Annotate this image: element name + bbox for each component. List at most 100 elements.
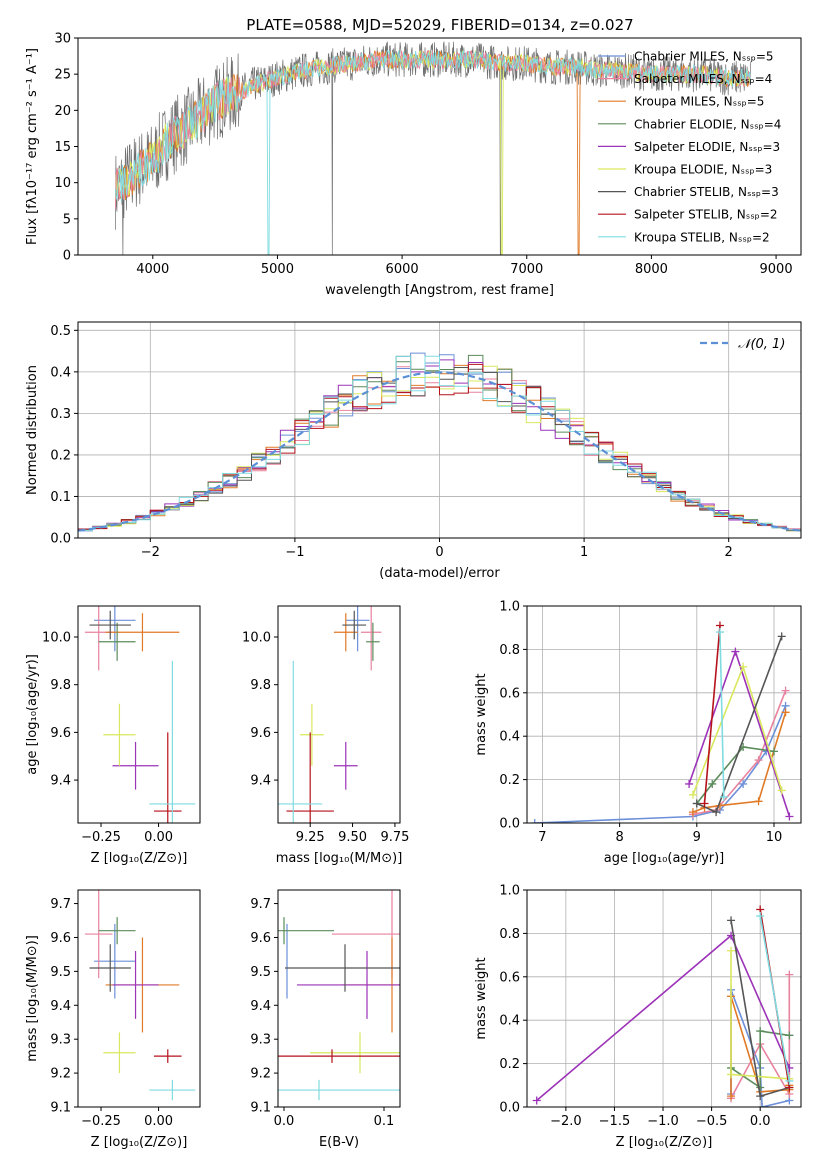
weight-point-salpeter_elodie (532, 1096, 541, 1105)
y-tick-label: 9.2 (50, 1067, 71, 1082)
panel-weight_vs_Z: −2.0 −1.5 −1.0 −0.5 0.0 0.0 0.2 0.4 0.6 0.8 1.0 Z [… (474, 884, 802, 1150)
panel-age_vs_Z: −0.25 0.00 9.4 9.6 9.8 10.0 Z [log₁₀(Z/Z⊙)] age… (25, 605, 201, 866)
x-tick-label: −1.5 (599, 1114, 631, 1129)
y-tick-label: 1.0 (499, 884, 520, 899)
weight-point-kroupa_elodie (688, 790, 697, 799)
weight-line-salpeter_miles (692, 690, 787, 816)
y-tick-label: 9.4 (50, 999, 71, 1014)
y-tick-label: 20 (54, 104, 71, 119)
x-axis-label: age [log₁₀(age/yr)] (604, 851, 725, 866)
x-axis-label: (data-model)/error (379, 566, 500, 581)
plot-area-spectrum (114, 41, 752, 255)
y-tick-label: 0.3 (50, 407, 71, 422)
weight-point-kroupa_miles (781, 708, 790, 717)
y-tick-label: 9.3 (50, 1033, 71, 1048)
y-tick-label: 0.0 (50, 532, 71, 547)
weight-point-salpeter_miles (781, 686, 790, 695)
y-tick-label: 30 (54, 32, 71, 47)
weight-point-chabrier_elodie (756, 1027, 765, 1036)
weight-point-kroupa_elodie (727, 1070, 736, 1079)
weight-point-salpeter_elodie (731, 647, 740, 656)
y-tick-label: 9.5 (50, 965, 71, 980)
weight-point-kroupa_stelib (719, 792, 728, 801)
x-tick-label: 0.00 (144, 830, 173, 845)
y-tick-label: 9.6 (50, 726, 71, 741)
plot-area-mass_vs_ebv (278, 890, 400, 1101)
weight-line-kroupa_stelib (759, 915, 791, 1082)
x-tick-label: 5000 (261, 262, 294, 277)
y-axis-label: Normed distribution (25, 365, 40, 495)
y-tick-label: 0.5 (50, 324, 71, 339)
x-tick-label: 2 (725, 545, 733, 560)
spectrum-title: PLATE=0588, MJD=52029, FIBERID=0134, z=0… (246, 16, 633, 34)
weight-line-chabrier_elodie (696, 746, 775, 804)
legend-label: Chabrier ELODIE, Nₛₛₚ=4 (634, 117, 781, 131)
weight-point-chabrier_elodie (769, 747, 778, 756)
axes-frame (526, 889, 802, 1108)
axes-frame (77, 889, 201, 1108)
panel-spectrum: Chabrier MILES, Nₛₛₚ=5 Salpeter MILES, Nₛ… (25, 32, 802, 298)
legend-label: Salpeter ELODIE, Nₛₛₚ=3 (634, 140, 780, 154)
y-axis-label: Flux [fλ10⁻¹⁷ erg cm⁻² s⁻¹ A⁻¹] (25, 48, 40, 245)
weight-point-salpeter_miles (785, 970, 794, 979)
y-tick-label: 9.7 (50, 897, 71, 912)
x-tick-label: −2 (141, 545, 160, 560)
plot-layer: Chabrier MILES, Nₛₛₚ=5 Salpeter MILES, Nₛ… (25, 32, 802, 1150)
x-tick-label: 9 (693, 830, 701, 845)
panel-mass_vs_Z: −0.25 0.00 9.1 9.2 9.3 9.4 9.5 9.6 9.7 Z [log₁₀(Z… (25, 889, 201, 1150)
weight-line-salpeter_stelib (703, 625, 721, 804)
y-tick-label: 9.2 (250, 1067, 271, 1082)
y-tick-label: 0.6 (499, 686, 520, 701)
panel-age_vs_mass: 9.25 9.50 9.75 9.4 9.6 9.8 10.0 mass [log₁₀(M/M… (242, 605, 409, 866)
y-tick-label: 0.2 (499, 773, 520, 788)
weight-point-chabrier_elodie (785, 1031, 794, 1040)
y-axis-label: mass weight (474, 957, 489, 1039)
y-tick-label: 9.6 (250, 726, 271, 741)
y-tick-label: 10.0 (242, 631, 271, 646)
x-axis-label: Z [log₁₀(Z/Z⊙)] (616, 1135, 713, 1150)
x-tick-label: −0.25 (81, 830, 121, 845)
y-tick-label: 9.5 (250, 965, 271, 980)
legend-label: 𝒩(0, 1) (738, 337, 785, 352)
x-tick-label: 9000 (760, 262, 793, 277)
panel-mass_vs_ebv: 0.0 0.1 9.1 9.2 9.3 9.4 9.5 9.6 9.7 E(B-V) (250, 889, 401, 1150)
y-tick-label: 0.2 (499, 1057, 520, 1072)
y-tick-label: 9.4 (250, 999, 271, 1014)
plot-area-mass_vs_Z (84, 890, 196, 1101)
histogram-salpeter_stelib (78, 363, 801, 531)
weight-point-kroupa_elodie (727, 946, 736, 955)
legend-label: Kroupa MILES, Nₛₛₚ=5 (634, 95, 764, 109)
y-tick-label: 10.0 (42, 631, 71, 646)
panel-residuals: 𝒩(0, 1) −2 −1 0 1 2 0.0 0.1 0.2 0.3 0.4 0.5 (data-mo… (25, 321, 802, 581)
y-tick-label: 0.0 (499, 1101, 520, 1116)
legend-label: Kroupa ELODIE, Nₛₛₚ=3 (634, 163, 772, 177)
legend-label: Chabrier MILES, Nₛₛₚ=5 (634, 50, 774, 64)
x-tick-label: 7000 (510, 262, 543, 277)
y-tick-label: 9.6 (250, 931, 271, 946)
y-tick-label: 25 (54, 68, 71, 83)
y-tick-label: 9.1 (50, 1101, 71, 1116)
y-tick-label: 0.1 (50, 490, 71, 505)
spectrum-data-line (115, 41, 752, 255)
x-tick-label: 1 (580, 545, 588, 560)
y-tick-label: 0.8 (499, 927, 520, 942)
x-tick-label: 10 (766, 830, 783, 845)
plot-area-weight_vs_age (530, 621, 794, 823)
legend-label: Chabrier STELIB, Nₛₛₚ=3 (634, 185, 779, 199)
y-tick-label: 0.8 (499, 643, 520, 658)
weight-point-kroupa_elodie (739, 662, 748, 671)
x-tick-label: 0.1 (374, 1114, 395, 1129)
weight-point-kroupa_elodie (777, 786, 786, 795)
x-tick-label: −2.0 (550, 1114, 582, 1129)
legend-label: Kroupa STELIB, Nₛₛₚ=2 (634, 230, 770, 244)
y-tick-label: 0.6 (499, 970, 520, 985)
plot-area-age_vs_mass (278, 606, 382, 823)
x-axis-label: E(B-V) (319, 1135, 359, 1150)
x-tick-label: −1 (285, 545, 304, 560)
x-tick-label: 8 (615, 830, 623, 845)
weight-point-chabrier_stelib (712, 808, 721, 817)
panel-weight_vs_age: 7 8 9 10 0.0 0.2 0.4 0.6 0.8 1.0 age [log₁₀(age/yr… (474, 600, 802, 866)
weight-point-kroupa_stelib (756, 912, 765, 921)
weight-point-chabrier_stelib (756, 1092, 765, 1101)
